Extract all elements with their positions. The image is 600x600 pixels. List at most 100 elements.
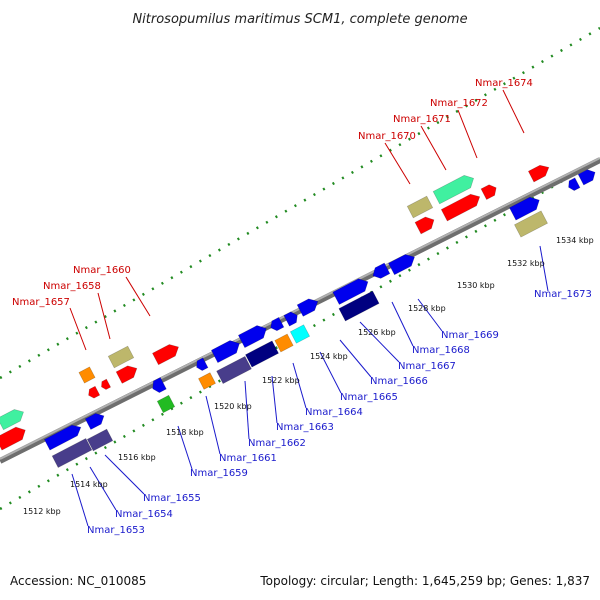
gene-feature <box>406 195 434 219</box>
gene-feature <box>51 438 93 468</box>
leader-line <box>420 125 447 171</box>
leader-line <box>244 380 250 440</box>
gene-label: Nmar_1674 <box>475 78 533 89</box>
gene-label: Nmar_1660 <box>73 265 131 276</box>
gene-feature <box>196 357 209 371</box>
gene-label: Nmar_1655 <box>143 493 201 504</box>
leader-line <box>359 321 400 363</box>
gene-feature <box>338 290 380 322</box>
leader-line <box>539 245 549 292</box>
gene-feature <box>78 366 96 384</box>
gene-label: Nmar_1672 <box>430 98 488 109</box>
gene-label: Nmar_1670 <box>358 131 416 142</box>
gene-feature <box>388 254 415 276</box>
gene-feature <box>0 409 24 431</box>
gene-feature <box>432 175 475 205</box>
leader-line <box>319 351 342 394</box>
gene-label: Nmar_1669 <box>441 330 499 341</box>
gene-feature <box>152 344 179 366</box>
gene-feature <box>414 216 435 235</box>
gene-label: Nmar_1659 <box>190 468 248 479</box>
leader-line <box>71 473 89 527</box>
gene-label: Nmar_1653 <box>87 525 145 536</box>
topology-text: Topology: circular; Length: 1,645,259 bp… <box>259 574 590 588</box>
kbp-label: 1522 kbp <box>262 376 300 385</box>
gene-label: Nmar_1671 <box>393 114 451 125</box>
kbp-label: 1534 kbp <box>556 236 594 245</box>
gene-feature <box>216 355 252 385</box>
gene-label: Nmar_1667 <box>398 361 456 372</box>
gene-feature <box>296 298 319 317</box>
gene-feature <box>88 385 101 399</box>
gene-feature <box>152 377 167 393</box>
leader-line <box>125 276 151 317</box>
gene-label: Nmar_1661 <box>219 453 277 464</box>
leader-line <box>205 395 221 455</box>
gene-feature <box>283 311 298 327</box>
leader-line <box>292 362 307 409</box>
lower-gene-labels: Nmar_1653 Nmar_1654 Nmar_1655 Nmar_1659 … <box>87 289 592 536</box>
leader-line <box>391 301 414 347</box>
kbp-label: 1526 kbp <box>358 328 396 337</box>
gene-feature <box>509 196 540 221</box>
gene-feature <box>107 345 135 369</box>
leader-line <box>339 339 372 378</box>
kbp-label: 1532 kbp <box>507 259 545 268</box>
leader-line <box>177 425 193 470</box>
gene-feature <box>577 169 596 186</box>
kbp-label: 1528 kbp <box>408 304 446 313</box>
gene-label: Nmar_1663 <box>276 422 334 433</box>
leader-line <box>97 292 111 340</box>
gene-feature <box>527 164 550 183</box>
gene-feature <box>156 394 176 414</box>
gene-feature <box>372 262 391 279</box>
gene-feature <box>270 316 285 332</box>
gene-label: Nmar_1665 <box>340 392 398 403</box>
accession-text: Accession: NC_010085 <box>10 574 146 588</box>
gene-feature <box>115 365 138 384</box>
label-leader-lines <box>69 89 549 527</box>
leader-line <box>271 375 278 424</box>
leader-line <box>89 466 117 511</box>
gene-feature <box>86 428 114 452</box>
gene-feature <box>101 378 112 390</box>
gene-feature <box>274 333 294 353</box>
kbp-label: 1520 kbp <box>214 402 252 411</box>
kbp-label: 1524 kbp <box>310 352 348 361</box>
gene-label: Nmar_1662 <box>248 438 306 449</box>
leader-line <box>417 298 443 332</box>
map-title: Nitrosopumilus maritimus SCM1, complete … <box>132 12 467 27</box>
gene-label: Nmar_1673 <box>534 289 592 300</box>
gene-features <box>0 164 596 468</box>
kbp-label: 1530 kbp <box>457 281 495 290</box>
gene-feature <box>198 372 216 390</box>
gene-label: Nmar_1654 <box>115 509 173 520</box>
kbp-label: 1516 kbp <box>118 453 156 462</box>
leader-line <box>502 89 525 134</box>
gene-label: Nmar_1668 <box>412 345 470 356</box>
gene-label: Nmar_1657 <box>12 297 70 308</box>
gene-feature <box>568 177 581 191</box>
gene-label: Nmar_1658 <box>43 281 101 292</box>
leader-line <box>104 454 145 495</box>
gene-feature <box>245 340 279 368</box>
kbp-label: 1514 kbp <box>70 480 108 489</box>
gene-feature <box>237 325 267 349</box>
gene-feature <box>480 184 497 200</box>
gene-feature <box>0 426 26 451</box>
gene-feature <box>84 413 105 430</box>
kbp-label: 1512 kbp <box>23 507 61 516</box>
leader-line <box>69 307 87 351</box>
gene-feature <box>210 340 240 364</box>
leader-line <box>384 142 411 185</box>
gene-feature <box>332 278 369 305</box>
gene-label: Nmar_1664 <box>305 407 363 418</box>
upper-gene-labels: Nmar_1657 Nmar_1658 Nmar_1660 Nmar_1670 … <box>12 78 533 308</box>
kbp-labels: 1512 kbp 1514 kbp 1516 kbp 1518 kbp 1520… <box>23 236 594 516</box>
leader-line <box>457 109 478 159</box>
gene-label: Nmar_1666 <box>370 376 428 387</box>
gene-feature <box>514 210 548 238</box>
gene-feature <box>43 424 82 451</box>
gene-feature <box>289 324 311 344</box>
